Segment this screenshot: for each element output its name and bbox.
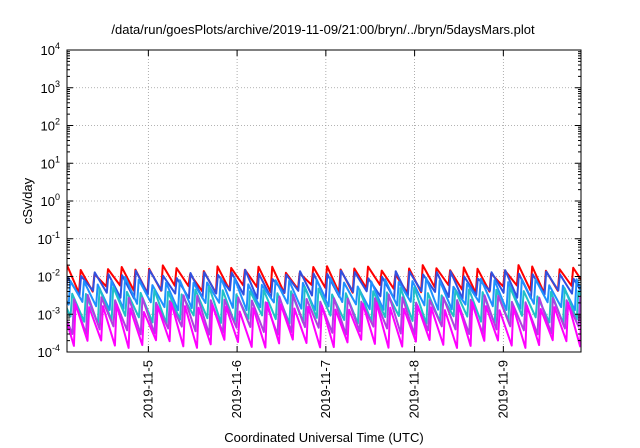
y-axis-label: cSv/day (20, 177, 35, 224)
y-tick-labels: 10-4 10-3 10-2 10-1 100 101 102 103 104 (38, 41, 60, 360)
series-group (67, 264, 581, 349)
y-tick-label: 10-1 (38, 230, 60, 247)
y-tick-label: 101 (41, 154, 60, 171)
y-tick-label: 100 (41, 192, 60, 209)
x-tick-label: 2019-11-7 (318, 360, 333, 418)
y-tick-label: 104 (41, 41, 60, 58)
x-tick-label: 2019-11-6 (229, 360, 244, 418)
chart-title: /data/run/goesPlots/archive/2019-11-09/2… (111, 22, 535, 37)
x-tick-label: 2019-11-8 (407, 360, 422, 418)
axis-ticks (67, 49, 581, 353)
x-tick-label: 2019-11-5 (140, 360, 155, 418)
grid-lines (67, 50, 581, 352)
series-line (67, 293, 581, 336)
y-tick-label: 10-3 (38, 305, 60, 322)
x-axis-label: Coordinated Universal Time (UTC) (224, 430, 423, 445)
x-tick-labels: 2019-11-5 2019-11-6 2019-11-7 2019-11-8 2019… (140, 360, 510, 418)
y-tick-label: 10-4 (38, 343, 60, 360)
x-tick-label: 2019-11-9 (495, 360, 510, 418)
y-tick-label: 103 (41, 79, 60, 96)
series-line (67, 301, 581, 349)
y-tick-label: 102 (41, 117, 60, 134)
y-tick-label: 10-2 (38, 268, 60, 285)
series-line (67, 276, 581, 312)
